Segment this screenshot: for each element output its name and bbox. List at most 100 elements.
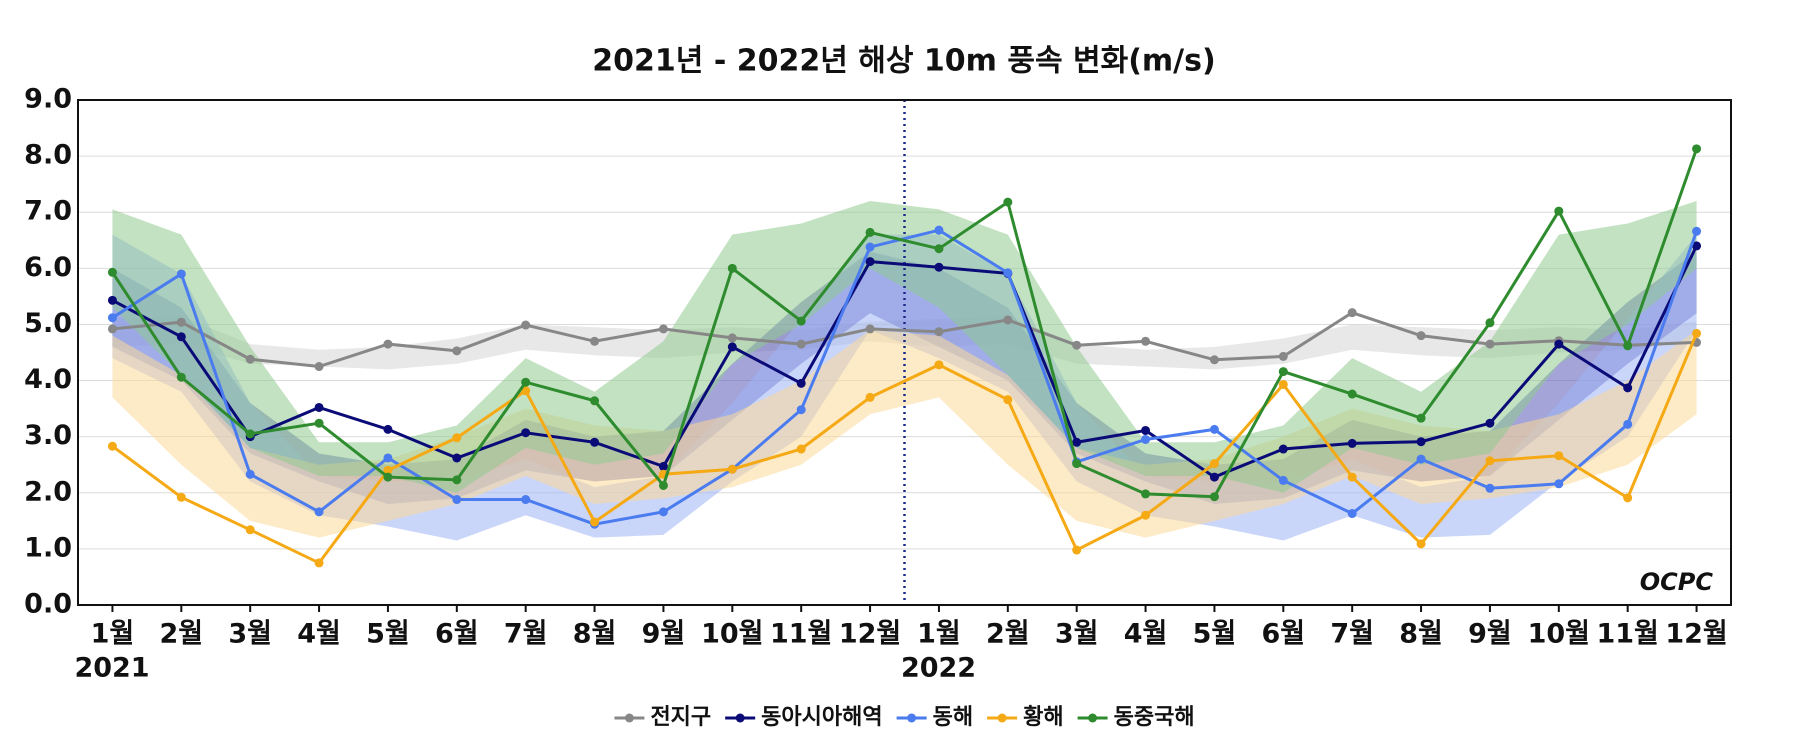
data-point <box>1692 144 1702 154</box>
data-point <box>1347 308 1357 318</box>
y-tick-label: 0.0 <box>24 589 72 620</box>
x-tick-label: 12월 <box>1665 619 1727 650</box>
data-point <box>1141 425 1151 435</box>
data-point <box>107 313 117 323</box>
data-point <box>934 262 944 272</box>
x-tick-label: 6월 <box>1261 619 1305 650</box>
x-tick-label: 11월 <box>770 619 832 650</box>
x-tick-label: 7월 <box>504 619 548 650</box>
legend-dot <box>624 713 634 723</box>
data-point <box>521 428 531 438</box>
year-label: 2022 <box>901 653 976 684</box>
data-point <box>1141 489 1151 499</box>
data-point <box>1692 328 1702 338</box>
data-point <box>1416 539 1426 549</box>
plot-frame <box>77 99 1732 606</box>
data-point <box>1623 419 1633 429</box>
range-band <box>112 201 1697 493</box>
data-point <box>658 324 668 334</box>
data-point <box>1485 318 1495 328</box>
data-point <box>658 461 668 471</box>
data-point <box>452 475 462 485</box>
legend: 전지구 동아시아해역 동해 황해 동중국해 <box>614 705 1195 730</box>
data-point <box>590 517 600 527</box>
x-tick-label: 5월 <box>366 619 410 650</box>
x-tick-label: 3월 <box>228 619 272 650</box>
data-point <box>1416 413 1426 423</box>
data-point <box>176 372 186 382</box>
y-tick-label: 2.0 <box>24 476 72 507</box>
data-point <box>1209 355 1219 365</box>
data-point <box>245 429 255 439</box>
data-point <box>1416 437 1426 447</box>
legend-label: 동해 <box>933 705 973 730</box>
data-point <box>1485 456 1495 466</box>
data-point <box>176 492 186 502</box>
range-band <box>112 234 1697 541</box>
data-point <box>452 346 462 356</box>
data-point <box>1416 454 1426 464</box>
data-point <box>452 453 462 463</box>
data-point <box>658 480 668 490</box>
data-point <box>245 469 255 479</box>
data-point <box>1209 459 1219 469</box>
x-tick-label: 4월 <box>297 619 341 650</box>
data-point <box>1692 241 1702 251</box>
legend-dot <box>997 713 1007 723</box>
data-point <box>1485 483 1495 493</box>
data-point <box>452 433 462 443</box>
data-point <box>521 495 531 505</box>
x-tick-label: 4월 <box>1124 619 1168 650</box>
data-point <box>1141 336 1151 346</box>
data-point <box>1072 340 1082 350</box>
data-point <box>796 378 806 388</box>
legend-label: 황해 <box>1023 705 1063 730</box>
y-tick-label: 8.0 <box>24 140 72 171</box>
data-point <box>1554 479 1564 489</box>
data-point <box>590 396 600 406</box>
legend-dot <box>735 713 745 723</box>
data-point <box>590 437 600 447</box>
data-point <box>934 225 944 235</box>
data-point <box>314 418 324 428</box>
data-point <box>383 465 393 475</box>
y-tick-label: 3.0 <box>24 420 72 451</box>
data-point <box>176 317 186 327</box>
data-point <box>796 444 806 454</box>
x-tick-label: 7월 <box>1330 619 1374 650</box>
data-point <box>727 333 737 343</box>
x-tick-label: 8월 <box>573 619 617 650</box>
series-line <box>111 245 1698 479</box>
series-line <box>111 148 1698 499</box>
data-point <box>1347 509 1357 519</box>
data-point <box>796 339 806 349</box>
data-point <box>1209 472 1219 482</box>
y-tick-label: 4.0 <box>24 364 72 395</box>
data-point <box>314 362 324 372</box>
data-point <box>107 295 117 305</box>
data-point <box>383 472 393 482</box>
data-point <box>383 339 393 349</box>
data-point <box>1141 510 1151 520</box>
data-point <box>865 324 875 334</box>
data-point <box>865 392 875 402</box>
data-point <box>1003 268 1013 278</box>
data-point <box>107 267 117 277</box>
data-point <box>1072 545 1082 555</box>
data-point <box>1623 493 1633 503</box>
data-point <box>1347 472 1357 482</box>
data-point <box>1141 434 1151 444</box>
data-point <box>727 342 737 352</box>
data-point <box>1278 475 1288 485</box>
data-point <box>1554 206 1564 216</box>
data-point <box>590 336 600 346</box>
data-point <box>865 227 875 237</box>
data-point <box>176 332 186 342</box>
data-point <box>1485 339 1495 349</box>
data-point <box>176 269 186 279</box>
data-point <box>245 354 255 364</box>
y-tick-label: 6.0 <box>24 252 72 283</box>
data-point <box>1278 444 1288 454</box>
x-tick-label: 3월 <box>1055 619 1099 650</box>
legend-label: 전지구 <box>650 705 711 730</box>
